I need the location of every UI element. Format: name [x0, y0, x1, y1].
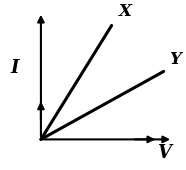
Text: I: I: [11, 59, 19, 77]
Text: Y: Y: [169, 51, 181, 68]
Text: V: V: [157, 144, 171, 162]
Text: X: X: [119, 3, 132, 20]
